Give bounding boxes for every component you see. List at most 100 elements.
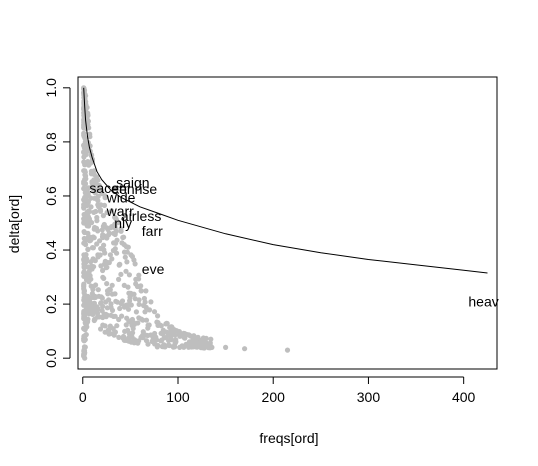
data-point <box>108 225 114 231</box>
data-point <box>138 334 144 340</box>
word-label: airless <box>121 208 161 224</box>
data-point <box>135 340 141 346</box>
data-point <box>116 276 122 282</box>
data-point <box>98 294 104 300</box>
data-point <box>242 346 248 352</box>
data-point <box>121 234 127 240</box>
word-label: wide <box>106 189 136 205</box>
data-point <box>98 202 104 208</box>
word-label: eenrise <box>111 181 157 197</box>
data-point <box>141 295 147 302</box>
data-point <box>81 168 87 174</box>
data-point <box>117 305 123 312</box>
data-point <box>136 272 142 278</box>
data-point <box>86 208 92 214</box>
data-point <box>99 189 105 195</box>
data-point <box>106 327 112 333</box>
data-point <box>85 246 91 252</box>
data-point <box>107 331 113 337</box>
data-point <box>158 338 164 344</box>
data-point <box>143 338 150 344</box>
data-point <box>131 257 137 263</box>
word-label: farr <box>142 223 163 239</box>
data-point <box>92 190 98 196</box>
fit-curve <box>83 87 488 274</box>
data-point <box>152 341 158 347</box>
data-point <box>125 244 131 250</box>
data-point <box>104 235 110 241</box>
data-point <box>82 320 88 326</box>
data-point <box>125 284 131 290</box>
data-point <box>126 272 132 278</box>
data-point <box>86 185 92 191</box>
data-point <box>119 240 125 246</box>
data-point <box>157 322 164 328</box>
data-point <box>89 245 96 251</box>
data-point <box>190 344 196 350</box>
data-point <box>169 325 175 331</box>
x-tick-label: 300 <box>357 389 381 405</box>
data-point <box>85 264 91 270</box>
data-point <box>106 260 112 266</box>
data-point <box>137 284 143 290</box>
data-point <box>81 290 87 296</box>
data-point <box>87 273 93 279</box>
y-tick-label: 0.4 <box>43 240 59 260</box>
data-point <box>122 328 128 334</box>
data-point <box>90 169 96 175</box>
word-label: eve <box>142 261 165 277</box>
data-point <box>146 322 152 328</box>
data-point <box>206 344 212 350</box>
data-point <box>111 230 117 236</box>
data-point <box>91 317 97 324</box>
data-point <box>83 274 89 280</box>
data-point <box>89 291 95 297</box>
data-point <box>90 256 96 262</box>
data-point <box>82 355 88 361</box>
data-point <box>85 304 91 310</box>
data-point <box>85 191 91 197</box>
data-point <box>85 118 91 124</box>
data-point <box>164 320 170 326</box>
data-point <box>104 281 110 287</box>
data-point <box>86 311 92 317</box>
data-point <box>125 302 131 308</box>
data-point <box>203 335 209 341</box>
axes-layer: 0 100 200 300 400 0.0 0.2 0.4 0.6 0.8 1.0 <box>43 76 498 405</box>
data-point <box>87 299 93 305</box>
data-point <box>201 341 207 347</box>
data-point <box>98 300 104 306</box>
data-point <box>136 297 142 303</box>
data-point <box>167 330 173 336</box>
data-point <box>126 330 132 337</box>
data-point <box>100 213 106 219</box>
data-point <box>81 132 87 138</box>
data-point <box>82 350 88 356</box>
data-point <box>160 344 166 350</box>
word-label: sacen <box>89 180 126 196</box>
data-point <box>138 288 144 294</box>
x-tick-label: 0 <box>79 389 87 405</box>
data-point <box>165 342 171 348</box>
data-point <box>155 313 161 319</box>
data-point <box>118 271 124 277</box>
data-point <box>83 241 89 248</box>
data-point <box>154 319 160 325</box>
data-point <box>194 336 200 342</box>
data-point <box>101 242 107 248</box>
data-point <box>200 345 207 351</box>
data-point <box>186 332 192 338</box>
data-point <box>116 334 122 340</box>
data-point <box>170 331 177 337</box>
data-point <box>143 288 149 294</box>
data-point <box>85 214 91 220</box>
data-point <box>103 194 109 200</box>
data-point <box>83 252 89 258</box>
data-point <box>112 224 118 230</box>
data-point <box>81 186 87 192</box>
data-point <box>124 249 130 255</box>
data-point <box>112 291 118 297</box>
y-tick-label: 0.0 <box>43 348 59 368</box>
